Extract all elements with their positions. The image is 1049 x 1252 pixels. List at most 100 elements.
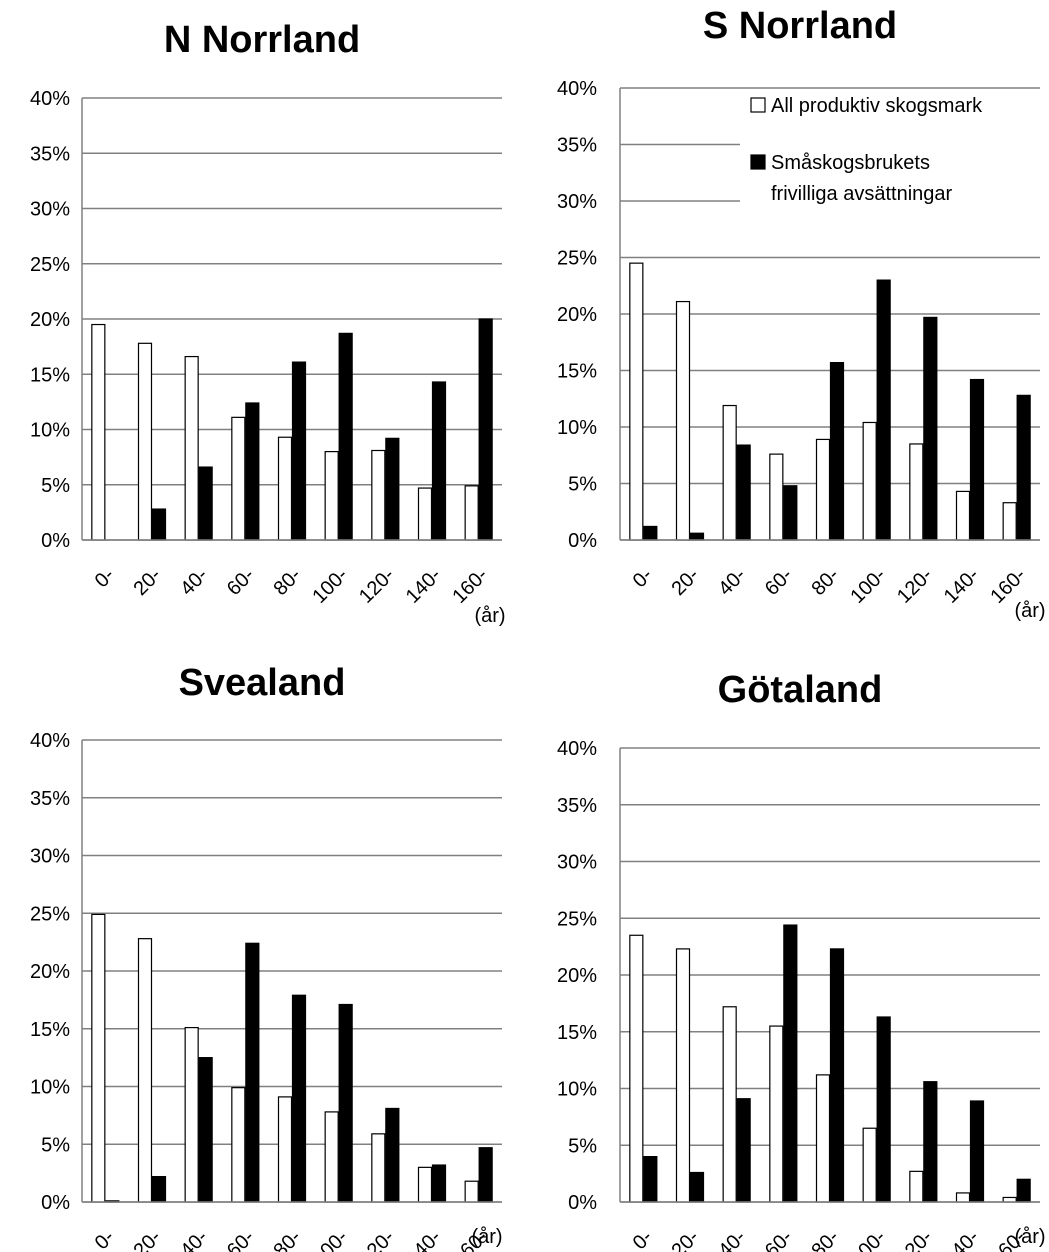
bar-all-produktiv	[722, 1006, 737, 1203]
bar-frivilliga	[291, 361, 307, 541]
bar-all-produktiv	[862, 1127, 877, 1203]
bar-all-produktiv	[137, 342, 153, 541]
x-tick-label: 160-	[448, 564, 492, 608]
x-tick-label: 80-	[808, 564, 844, 600]
x-tick-label: 100-	[308, 1226, 352, 1252]
x-tick-label: 20-	[130, 1226, 166, 1252]
bar-frivilliga	[689, 1171, 705, 1203]
bar-all-produktiv	[909, 1170, 924, 1203]
bar-all-produktiv	[675, 300, 691, 541]
bar-frivilliga	[385, 437, 400, 541]
bar-all-produktiv	[184, 355, 199, 541]
x-tick-label: 60-	[223, 564, 259, 600]
x-tick-label: 0-	[629, 1226, 657, 1252]
y-tick-label: 5%	[41, 1134, 70, 1156]
x-tick-label: 40-	[714, 564, 750, 600]
x-tick-label: 40-	[176, 564, 212, 600]
y-tick-label: 0%	[568, 530, 597, 552]
y-tick-label: 40%	[30, 88, 70, 110]
bar-frivilliga	[783, 485, 798, 541]
bar-all-produktiv	[629, 262, 644, 541]
bar-all-produktiv	[91, 323, 106, 541]
chart-panel-1: S Norrland 0% 5% 10% 15% 20% 25% 30% 35% 40% 0- 20-…	[557, 5, 1046, 622]
y-tick-label: 30%	[557, 191, 597, 213]
x-unit-label: (år)	[471, 1226, 502, 1248]
y-tick-label: 30%	[557, 852, 597, 874]
bar-all-produktiv	[675, 948, 691, 1203]
y-tick-label: 35%	[30, 143, 70, 165]
y-tick-label: 35%	[557, 135, 597, 157]
y-tick-label: 40%	[557, 738, 597, 760]
bar-frivilliga	[736, 1098, 751, 1203]
bar-all-produktiv	[371, 449, 386, 541]
bar-all-produktiv	[862, 421, 877, 541]
bar-all-produktiv	[815, 438, 831, 541]
bar-frivilliga	[876, 1016, 891, 1203]
y-tick-label: 30%	[30, 199, 70, 221]
x-tick-label: 100-	[308, 564, 352, 608]
bar-frivilliga	[151, 1175, 167, 1203]
x-tick-label: 60-	[223, 1226, 259, 1252]
bar-frivilliga	[1016, 1178, 1031, 1203]
y-tick-label: 25%	[557, 908, 597, 930]
x-tick-label: 0-	[91, 564, 119, 592]
x-tick-label: 60-	[761, 1226, 797, 1252]
bar-all-produktiv	[277, 1096, 293, 1203]
bar-all-produktiv	[324, 451, 339, 541]
y-tick-label: 10%	[557, 1079, 597, 1101]
bar-all-produktiv	[629, 934, 644, 1203]
bar-all-produktiv	[769, 1025, 784, 1203]
bar-frivilliga	[291, 994, 307, 1203]
bar-all-produktiv	[324, 1111, 339, 1203]
y-tick-label: 40%	[557, 78, 597, 100]
bar-frivilliga	[783, 924, 798, 1203]
bar-frivilliga	[643, 1155, 658, 1203]
y-tick-label: 10%	[30, 420, 70, 442]
bar-frivilliga	[245, 942, 260, 1203]
bar-frivilliga	[385, 1107, 400, 1203]
legend-label: frivilliga avsättningar	[771, 183, 953, 205]
bar-frivilliga	[245, 402, 260, 541]
bar-frivilliga	[431, 381, 447, 541]
bar-all-produktiv	[909, 443, 924, 541]
y-tick-label: 10%	[30, 1077, 70, 1099]
legend-swatch-white	[750, 97, 766, 113]
bar-all-produktiv	[277, 436, 293, 541]
bar-frivilliga	[643, 525, 658, 541]
y-tick-label: 40%	[30, 730, 70, 752]
legend-label: All produktiv skogsmark	[771, 95, 983, 117]
y-tick-label: 20%	[557, 304, 597, 326]
chart-panel-0: N Norrland 0% 5% 10% 15% 20% 25% 30% 35% 40% 0- 20-…	[30, 19, 506, 627]
bar-all-produktiv	[417, 487, 433, 541]
x-tick-label: 140-	[940, 564, 984, 608]
y-tick-label: 0%	[568, 1192, 597, 1214]
y-tick-label: 15%	[557, 1022, 597, 1044]
x-tick-label: 0-	[629, 564, 657, 592]
y-tick-label: 30%	[30, 846, 70, 868]
bar-frivilliga	[478, 318, 493, 541]
bar-all-produktiv	[722, 404, 737, 541]
bar-frivilliga	[923, 316, 938, 541]
y-tick-label: 15%	[30, 1019, 70, 1041]
x-tick-label: 120-	[355, 564, 399, 608]
bar-frivilliga	[829, 361, 845, 541]
x-tick-label: 20-	[130, 564, 166, 600]
bar-all-produktiv	[417, 1166, 433, 1203]
x-tick-label: 140-	[402, 564, 446, 608]
x-tick-label: 40-	[176, 1226, 212, 1252]
y-tick-label: 5%	[41, 475, 70, 497]
y-tick-label: 35%	[30, 788, 70, 810]
legend-label: Småskogsbrukets	[771, 152, 930, 174]
bar-all-produktiv	[1002, 502, 1017, 541]
y-tick-label: 35%	[557, 795, 597, 817]
bar-frivilliga	[969, 378, 985, 541]
bar-all-produktiv	[769, 453, 784, 541]
x-tick-label: 40-	[714, 1226, 750, 1252]
chart-title: Svealand	[179, 662, 346, 704]
chart-title: Götaland	[718, 669, 883, 711]
y-tick-label: 5%	[568, 1135, 597, 1157]
x-tick-label: 80-	[270, 1226, 306, 1252]
bar-frivilliga	[431, 1164, 447, 1203]
y-tick-label: 15%	[557, 361, 597, 383]
